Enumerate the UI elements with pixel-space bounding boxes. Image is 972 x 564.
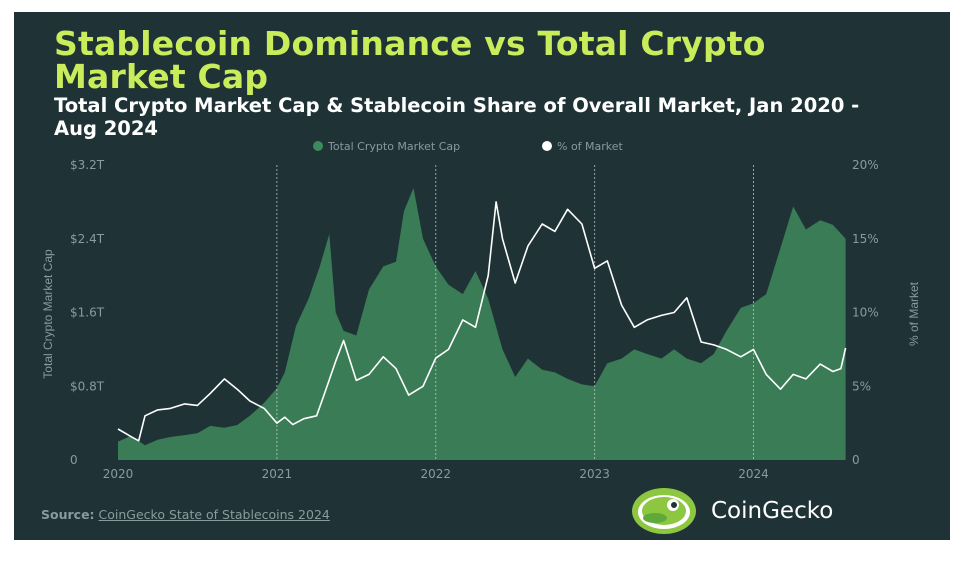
y2-tick-label: 10%: [852, 306, 879, 320]
brand-name: CoinGecko: [711, 498, 834, 524]
legend-label: Total Crypto Market Cap: [327, 140, 460, 153]
market-cap-area: [118, 188, 846, 460]
y-tick-label: $3.2T: [70, 158, 105, 172]
x-tick-label: 2022: [420, 467, 451, 481]
legend-swatch-area: [313, 141, 323, 151]
source-label: Source:: [41, 507, 95, 522]
chart-title: Stablecoin Dominance vs Total Crypto Mar…: [54, 24, 766, 96]
x-tick-label: 2024: [738, 467, 769, 481]
chart-subtitle: Total Crypto Market Cap & Stablecoin Sha…: [54, 94, 860, 140]
source-note: Source: CoinGecko State of Stablecoins 2…: [41, 507, 330, 522]
x-tick-label: 2020: [103, 467, 134, 481]
y-axis-label: Total Crypto Market Cap: [41, 249, 55, 379]
y2-tick-label: 0: [852, 453, 860, 467]
gecko-logo-icon: [632, 488, 696, 534]
source-link[interactable]: CoinGecko State of Stablecoins 2024: [98, 507, 330, 522]
chart-card: Stablecoin Dominance vs Total Crypto Mar…: [14, 12, 950, 540]
y-tick-label: $1.6T: [70, 306, 105, 320]
legend-label: % of Market: [557, 140, 624, 153]
y-tick-label: 0: [70, 453, 78, 467]
y2-tick-label: 5%: [852, 379, 871, 393]
y2-axis-label: % of Market: [907, 281, 921, 346]
legend-swatch-line: [542, 141, 552, 151]
chart-svg: 0 $0.8T $1.6T $2.4T $3.2T 0 5% 10% 15% 20% 2020 202…: [41, 140, 921, 481]
market-share-line: [117, 201, 847, 442]
x-tick-label: 2021: [262, 467, 293, 481]
brand: CoinGecko: [631, 487, 833, 535]
y-tick-label: $0.8T: [70, 379, 105, 393]
y-tick-label: $2.4T: [70, 232, 105, 246]
y2-tick-label: 15%: [852, 232, 879, 246]
y2-tick-label: 20%: [852, 158, 879, 172]
x-tick-label: 2023: [579, 467, 610, 481]
